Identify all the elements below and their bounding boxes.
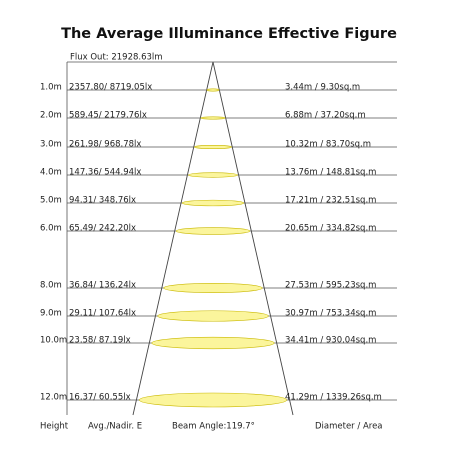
light-spot [181, 199, 245, 207]
row-spot: 20.65m / 334.82sq.m [285, 224, 376, 234]
flux: Flux Out: 21928.63lm [70, 53, 163, 63]
row-height: 5.0m [40, 196, 62, 206]
row-spot: 3.44m / 9.30sq.m [285, 83, 360, 93]
row-spot: 27.53m / 595.23sq.m [285, 281, 376, 291]
row-illuminance: 16.37/ 60.55lx [69, 393, 131, 403]
row-height: 2.0m [40, 111, 62, 121]
light-spot [200, 116, 226, 120]
row-illuminance: 36.84/ 136.24lx [69, 281, 136, 291]
row-height: 8.0m [40, 281, 62, 291]
row-spot: 41.29m / 1339.26sq.m [285, 393, 382, 403]
cone-edge [132, 61, 214, 416]
row-spot: 6.88m / 37.20sq.m [285, 111, 366, 121]
row-spot: 34.41m / 930.04sq.m [285, 336, 376, 346]
row-spot: 10.32m / 83.70sq.m [285, 140, 371, 150]
row-illuminance: 23.58/ 87.19lx [69, 336, 131, 346]
row-height: 4.0m [40, 168, 62, 178]
light-spot [206, 88, 220, 92]
footer-spot: Diameter / Area [315, 422, 383, 432]
light-spot [163, 283, 263, 293]
light-spot [188, 172, 238, 178]
row-height: 9.0m [40, 309, 62, 319]
row-illuminance: 261.98/ 968.78lx [69, 140, 141, 150]
cone-edge [212, 61, 294, 416]
footer-illuminance: Avg./Nadir. E [88, 422, 142, 432]
row-illuminance: 589.45/ 2179.76lx [69, 111, 147, 121]
footer-beam: Beam Angle:119.7° [172, 422, 255, 432]
light-spot [194, 144, 232, 150]
row-illuminance: 94.31/ 348.76lx [69, 196, 136, 206]
row-illuminance: 29.11/ 107.64lx [69, 309, 136, 319]
title: The Average Illuminance Effective Figure [61, 26, 397, 42]
row-height: 6.0m [40, 224, 62, 234]
row-spot: 30.97m / 753.34sq.m [285, 309, 376, 319]
row-illuminance: 2357.80/ 8719.05lx [69, 83, 152, 93]
light-spot [151, 336, 275, 350]
light-spot [157, 310, 269, 322]
row-height: 10.0m [40, 336, 67, 346]
row-height: 3.0m [40, 140, 62, 150]
row-illuminance: 147.36/ 544.94lx [69, 168, 141, 178]
light-spot [175, 227, 251, 235]
row-height: 1.0m [40, 83, 62, 93]
row-illuminance: 65.49/ 242.20lx [69, 224, 136, 234]
rows: 1.0m 2357.80/ 8719.05lx 3.44m / 9.30sq.m 2.… [40, 83, 397, 408]
row-height: 12.0m [40, 393, 67, 403]
row-spot: 13.76m / 148.81sq.m [285, 168, 376, 178]
row-spot: 17.21m / 232.51sq.m [285, 196, 376, 206]
light-spot [139, 392, 287, 408]
footer-height: Height [40, 422, 69, 432]
